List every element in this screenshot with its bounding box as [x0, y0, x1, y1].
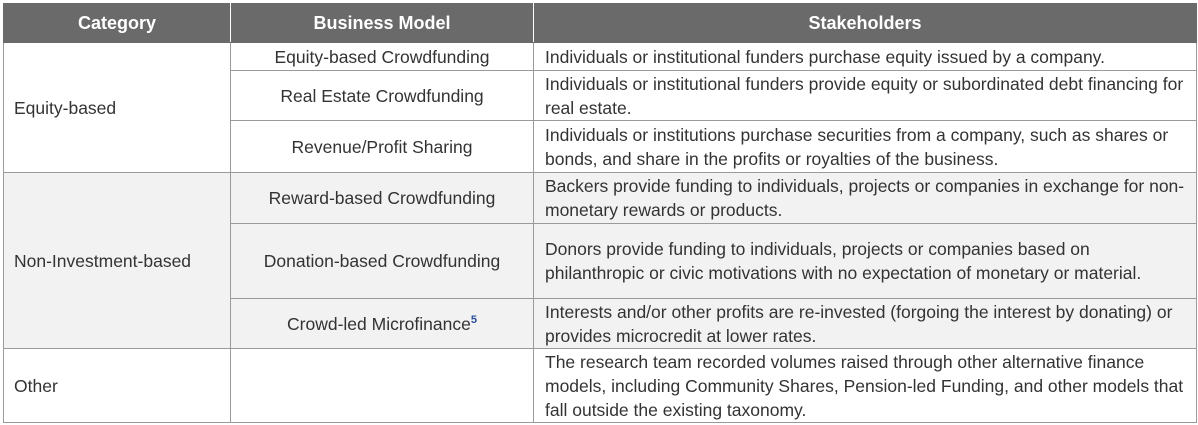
business-model-table: Category Business Model Stakeholders Equ… [3, 3, 1197, 423]
model-cell [230, 348, 534, 423]
model-label: Crowd-led Microfinance [287, 313, 471, 334]
stakeholders-cell: Individuals or institutions purchase sec… [533, 120, 1197, 173]
model-cell: Reward-based Crowdfunding [230, 172, 534, 224]
stakeholders-cell: The research team recorded volumes raise… [533, 348, 1197, 423]
stakeholders-cell: Individuals or institutional funders pro… [533, 70, 1197, 121]
stakeholders-cell: Interests and/or other profits are re-in… [533, 298, 1197, 349]
table-row: Other The research team recorded volumes… [3, 348, 1197, 423]
category-non-investment-based: Non-Investment-based [3, 172, 231, 349]
model-cell: Real Estate Crowdfunding [230, 70, 534, 121]
model-cell: Donation-based Crowdfunding [230, 223, 534, 299]
model-cell: Equity-based Crowdfunding [230, 42, 534, 71]
model-cell: Revenue/Profit Sharing [230, 120, 534, 173]
stakeholders-cell: Donors provide funding to individuals, p… [533, 223, 1197, 299]
header-stakeholders: Stakeholders [533, 3, 1197, 43]
table-row: Real Estate Crowdfunding Individuals or … [4, 70, 1197, 121]
header-business-model: Business Model [230, 3, 534, 43]
header-category: Category [3, 3, 231, 43]
table-row: Revenue/Profit Sharing Individuals or in… [4, 120, 1197, 173]
footnote-marker: 5 [470, 313, 477, 326]
category-equity-based: Equity-based [3, 42, 231, 173]
table-row: Non-Investment-based Reward-based Crowdf… [3, 172, 1197, 349]
table-row: Equity-based Equity-based Crowdfunding I… [3, 42, 1197, 173]
category-other: Other [3, 348, 231, 423]
table-row: Donation-based Crowdfunding Donors provi… [4, 223, 1197, 299]
model-cell: Crowd-led Microfinance5 [230, 298, 534, 349]
header-row: Category Business Model Stakeholders [3, 3, 1197, 43]
stakeholders-cell: Individuals or institutional funders pur… [533, 42, 1197, 71]
stakeholders-cell: Backers provide funding to individuals, … [533, 172, 1197, 224]
